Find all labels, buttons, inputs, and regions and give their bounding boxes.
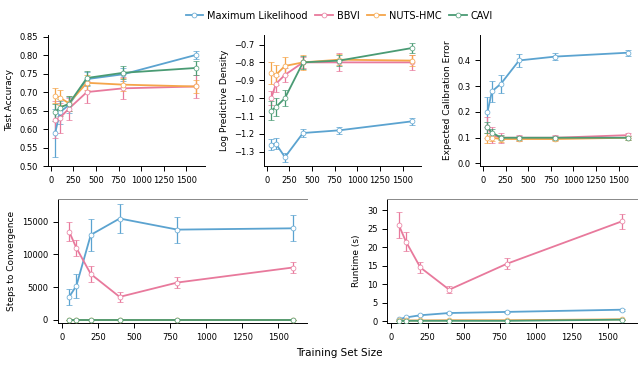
Legend: Maximum Likelihood, BBVI, NUTS-HMC, CAVI: Maximum Likelihood, BBVI, NUTS-HMC, CAVI (182, 7, 497, 24)
Y-axis label: Test Accuracy: Test Accuracy (5, 69, 14, 131)
Text: Training Set Size: Training Set Size (296, 348, 383, 358)
Y-axis label: Expected Calibration Error: Expected Calibration Error (443, 41, 452, 160)
Y-axis label: Steps to Convergence: Steps to Convergence (7, 211, 16, 311)
Y-axis label: Runtime (s): Runtime (s) (352, 235, 361, 287)
Y-axis label: Log Predictive Density: Log Predictive Density (220, 50, 228, 151)
